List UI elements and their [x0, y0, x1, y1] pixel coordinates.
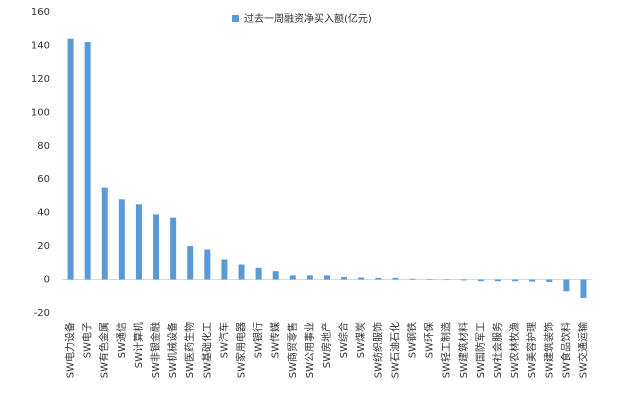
x-tick-label: SW轻工制造	[440, 322, 453, 378]
x-tick-label: SW综合	[337, 322, 350, 358]
legend-swatch	[232, 15, 239, 22]
bar	[135, 204, 142, 280]
y-tick-label: 140	[31, 40, 50, 51]
x-tick-label: SW石油石化	[388, 322, 401, 378]
x-tick-label: SW建筑材料	[457, 322, 470, 378]
x-tick-label: SW银行	[252, 322, 265, 358]
y-tick-label: 80	[37, 141, 50, 152]
bar	[255, 267, 262, 280]
x-tick-label: SW基础化工	[200, 322, 213, 378]
bar	[101, 187, 108, 280]
x-tick-label: SW煤炭	[354, 322, 367, 358]
x-tick-label: SW环保	[423, 322, 436, 358]
x-tick-label: SW交通运输	[576, 322, 589, 378]
x-tick-label: SW传媒	[270, 322, 282, 358]
bar	[546, 279, 553, 283]
x-tick-label: SW商贸零售	[286, 322, 299, 378]
x-tick-label: SW医药生物	[183, 322, 196, 378]
bar	[392, 277, 399, 280]
y-tick-label: 60	[37, 174, 50, 185]
x-tick-label: SW社会服务	[491, 322, 504, 378]
bar	[324, 275, 330, 280]
x-tick-label: SW电力设备	[64, 322, 77, 378]
bar	[580, 279, 587, 298]
y-tick-label: 120	[31, 74, 50, 85]
bar	[204, 249, 211, 280]
bar	[375, 277, 382, 280]
bar	[409, 278, 416, 280]
bar	[238, 264, 245, 280]
bar	[118, 199, 125, 280]
y-tick-label: -20	[34, 308, 50, 319]
bar	[443, 279, 450, 281]
x-tick-label: SW汽车	[217, 322, 230, 358]
bar	[477, 279, 484, 282]
x-tick-label: SW家用电器	[235, 322, 248, 378]
bar	[529, 279, 536, 282]
bar	[512, 279, 519, 282]
x-tick-label: SW纺织服饰	[371, 322, 384, 378]
y-tick-label: 20	[37, 241, 50, 252]
bar	[272, 271, 279, 280]
bar	[67, 38, 74, 280]
x-tick-label: SW建筑装饰	[542, 322, 555, 378]
x-tick-label: SW通信	[116, 322, 128, 358]
bar	[187, 246, 194, 280]
x-tick-label: SW电子	[81, 322, 94, 358]
bar	[289, 275, 296, 280]
x-tick-label: SW计算机	[132, 322, 145, 368]
bar	[358, 277, 365, 280]
y-tick-label: 100	[31, 107, 50, 118]
x-tick-label: SW钢铁	[405, 322, 418, 358]
y-tick-label: 0	[44, 275, 50, 286]
bar	[341, 277, 348, 280]
x-tick-label: SW有色金属	[98, 322, 111, 378]
bar	[426, 279, 433, 280]
bar	[84, 42, 91, 280]
x-tick-label: SW国防军工	[474, 322, 487, 378]
bar	[494, 279, 501, 282]
x-tick-label: SW非银金融	[149, 322, 162, 378]
y-tick-label: 160	[31, 7, 50, 18]
bar	[460, 279, 467, 281]
x-tick-label: SW农林牧渔	[508, 322, 521, 378]
bar	[563, 279, 570, 292]
x-tick-label: SW公用事业	[303, 322, 316, 378]
x-tick-label: SW机械设备	[166, 322, 179, 378]
x-tick-label: SW食品饮料	[559, 322, 572, 378]
bar	[306, 275, 313, 280]
y-tick-label: 40	[37, 208, 50, 219]
bar	[170, 217, 177, 280]
bar	[153, 214, 160, 280]
bar	[221, 259, 228, 280]
legend-label: 过去一周融资净买入额(亿元)	[244, 12, 372, 25]
x-tick-label: SW房地产	[320, 322, 333, 368]
x-tick-label: SW美容护理	[525, 322, 538, 378]
